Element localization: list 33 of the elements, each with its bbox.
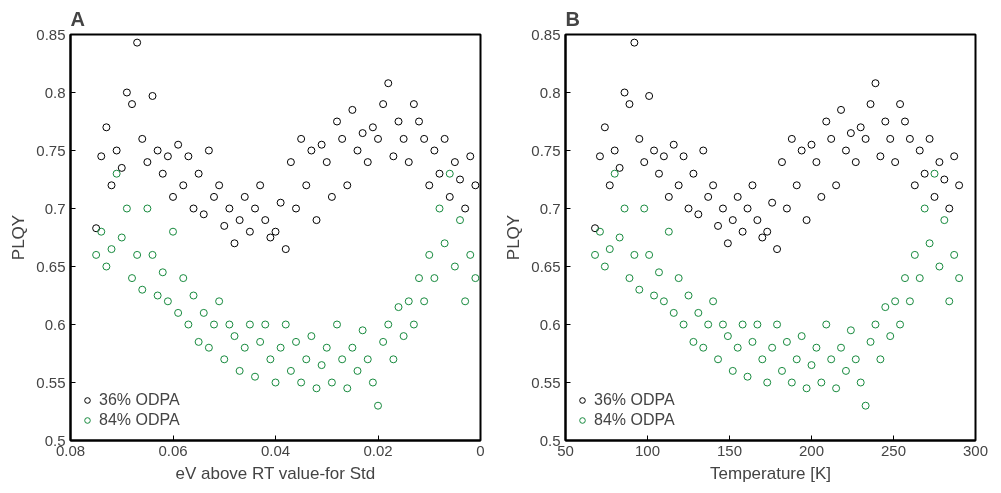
x-tick-label: 100 bbox=[634, 441, 661, 459]
y-tick-label: 0.8 bbox=[44, 83, 66, 101]
y-tick-label: 0.55 bbox=[36, 373, 66, 391]
x-tick-label: 200 bbox=[798, 441, 825, 459]
x-tick-label: 300 bbox=[962, 441, 989, 459]
x-axis-title: Temperature [K] bbox=[710, 463, 831, 483]
x-tick-label: 150 bbox=[716, 441, 743, 459]
y-tick-label: 0.85 bbox=[36, 25, 66, 43]
y-axis-title: PLQY bbox=[9, 214, 29, 261]
legend-label: 36% ODPA bbox=[594, 391, 675, 409]
y-axis-title: PLQY bbox=[504, 214, 524, 261]
y-tick-label: 0.65 bbox=[531, 257, 561, 275]
x-tick-label: 0.02 bbox=[363, 441, 393, 459]
y-tick-label: 0.8 bbox=[539, 83, 561, 101]
x-tick-label: 0 bbox=[476, 441, 485, 459]
y-tick-label: 0.7 bbox=[44, 199, 66, 217]
y-tick-label: 0.55 bbox=[531, 373, 561, 391]
y-tick-label: 0.7 bbox=[539, 199, 561, 217]
y-tick-label: 0.75 bbox=[36, 141, 66, 159]
y-tick-label: 0.6 bbox=[44, 315, 66, 333]
legend-label: 84% ODPA bbox=[99, 411, 180, 429]
y-tick-label: 0.75 bbox=[531, 141, 561, 159]
x-tick-label: 0.04 bbox=[260, 441, 291, 459]
y-tick-label: 0.6 bbox=[539, 315, 561, 333]
chart-title: A bbox=[70, 7, 85, 30]
x-tick-label: 0.06 bbox=[158, 441, 188, 459]
x-axis-title: eV above RT value-for Std bbox=[175, 463, 376, 483]
y-tick-label: 0.65 bbox=[36, 257, 66, 275]
legend-label: 36% ODPA bbox=[99, 391, 180, 409]
chart-title: B bbox=[565, 7, 580, 30]
legend-label: 84% ODPA bbox=[594, 411, 675, 429]
x-tick-label: 250 bbox=[880, 441, 907, 459]
y-tick-label: 0.85 bbox=[531, 25, 561, 43]
